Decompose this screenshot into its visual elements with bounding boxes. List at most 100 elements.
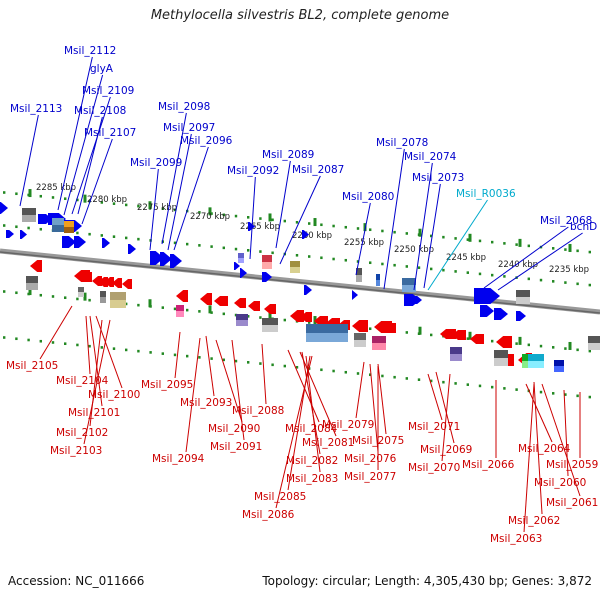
gene-label: Msil_2086 xyxy=(242,509,295,521)
reverse-gene xyxy=(74,270,90,282)
gene-label: Msil_2066 xyxy=(462,459,515,471)
label-leader xyxy=(83,319,111,445)
top-inner-tick-dots xyxy=(393,263,396,267)
gene-label: Msil_2095 xyxy=(141,379,193,391)
top-inner-tick-dots xyxy=(344,258,347,262)
top-inner-tick-dots xyxy=(186,242,189,246)
top-tick-dots xyxy=(356,227,360,230)
bottom-inner-tick-dots xyxy=(125,302,128,306)
bottom-tick-dots xyxy=(100,346,103,349)
gene-label: Msil_2081 xyxy=(302,437,354,449)
reverse-gene xyxy=(386,323,396,333)
summary-text: Topology: circular; Length: 4,305,430 bp… xyxy=(262,574,592,588)
reverse-gene xyxy=(470,334,484,344)
gene-label: Msil_2080 xyxy=(342,191,394,203)
feature-block xyxy=(494,358,508,366)
bottom-inner-tick-dots xyxy=(527,343,530,347)
label-leader xyxy=(57,56,93,211)
forward-gene xyxy=(74,236,86,248)
forward-gene xyxy=(516,311,526,321)
label-leader xyxy=(63,74,104,216)
bottom-tick-dots xyxy=(442,380,445,384)
major-tick xyxy=(468,233,472,242)
label-leader xyxy=(279,175,321,265)
reverse-gene xyxy=(84,272,92,282)
top-tick-dots xyxy=(51,196,55,199)
gene-label: Msil_2083 xyxy=(286,473,338,485)
forward-gene xyxy=(102,238,110,248)
top-inner-tick-dots xyxy=(369,261,372,265)
major-tick xyxy=(313,218,317,227)
top-tick-dots xyxy=(344,225,347,229)
top-inner-tick-dots xyxy=(417,266,421,269)
bottom-tick-dots xyxy=(149,351,152,354)
reverse-gene xyxy=(112,278,122,288)
top-inner-tick-dots xyxy=(210,245,213,248)
feature-block xyxy=(306,333,348,342)
feature-block xyxy=(238,258,244,263)
bottom-inner-tick-dots xyxy=(76,297,79,301)
label-leader xyxy=(305,355,321,473)
reverse-gene xyxy=(234,298,246,308)
scale-tick-label: 2270 kbp xyxy=(190,212,230,222)
gene-label: Msil_2062 xyxy=(508,515,560,527)
top-inner-tick-dots xyxy=(173,241,177,245)
scale-tick-label: 2275 kbp xyxy=(137,203,177,213)
gene-label: Msil_2074 xyxy=(404,151,457,163)
top-inner-tick-dots xyxy=(88,232,91,236)
major-tick xyxy=(148,201,152,210)
gene-label: Msil_2098 xyxy=(158,101,210,113)
gene-label: Msil_2061 xyxy=(546,497,598,509)
bottom-inner-tick-dots xyxy=(466,337,469,340)
bottom-tick-dots xyxy=(515,388,518,391)
major-tick xyxy=(268,213,272,222)
top-inner-tick-dots xyxy=(100,234,103,237)
top-tick-dots xyxy=(393,230,396,234)
feature-block xyxy=(64,227,74,233)
reverse-gene xyxy=(496,336,512,348)
top-inner-tick-dots xyxy=(308,255,311,258)
top-tick-dots xyxy=(503,242,506,245)
top-inner-tick-dots xyxy=(527,277,530,281)
bottom-tick-dots xyxy=(539,390,543,394)
bottom-inner-tick-dots xyxy=(405,331,408,334)
gene-label: glyA xyxy=(90,63,114,75)
forward-gene xyxy=(474,288,500,304)
label-leader xyxy=(287,349,320,423)
top-tick-dots xyxy=(320,223,323,227)
major-tick xyxy=(148,299,152,308)
bottom-tick-dots xyxy=(64,342,67,346)
gene-label: Msil_2109 xyxy=(82,85,134,97)
gene-label: Msil_2105 xyxy=(6,360,58,372)
bottom-tick-dots xyxy=(112,347,116,350)
top-inner-tick-dots xyxy=(271,251,274,255)
bottom-tick-dots xyxy=(332,369,335,373)
gene-label: Msil_R0036 xyxy=(456,188,516,200)
top-tick-dots xyxy=(125,203,128,207)
bottom-inner-tick-dots xyxy=(259,316,262,319)
scale-tick-label: 2240 kbp xyxy=(498,260,538,270)
reverse-gene xyxy=(314,316,328,326)
major-tick xyxy=(83,292,87,301)
bottom-inner-tick-dots xyxy=(552,346,555,349)
bottom-inner-tick-dots xyxy=(247,315,250,318)
bottom-tick-dots xyxy=(137,349,140,353)
gene-label: Msil_2094 xyxy=(152,453,205,465)
top-inner-tick-dots xyxy=(332,257,335,261)
label-leader xyxy=(231,339,245,441)
top-inner-tick-dots xyxy=(198,244,201,247)
top-tick-dots xyxy=(15,192,18,196)
top-tick-dots xyxy=(3,191,6,194)
reverse-gene xyxy=(352,320,368,332)
top-inner-tick-dots xyxy=(15,225,18,229)
bottom-inner-tick-dots xyxy=(64,296,67,300)
top-inner-tick-dots xyxy=(454,270,457,273)
gene-label: Msil_2097 xyxy=(163,122,215,134)
gene-label: Msil_2091 xyxy=(210,441,262,453)
forward-gene xyxy=(494,308,508,320)
gene-label: Msil_2071 xyxy=(408,421,460,433)
bottom-tick-dots xyxy=(381,374,384,378)
top-tick-dots xyxy=(161,207,164,210)
reverse-gene xyxy=(92,276,102,286)
feature-block xyxy=(554,366,564,372)
